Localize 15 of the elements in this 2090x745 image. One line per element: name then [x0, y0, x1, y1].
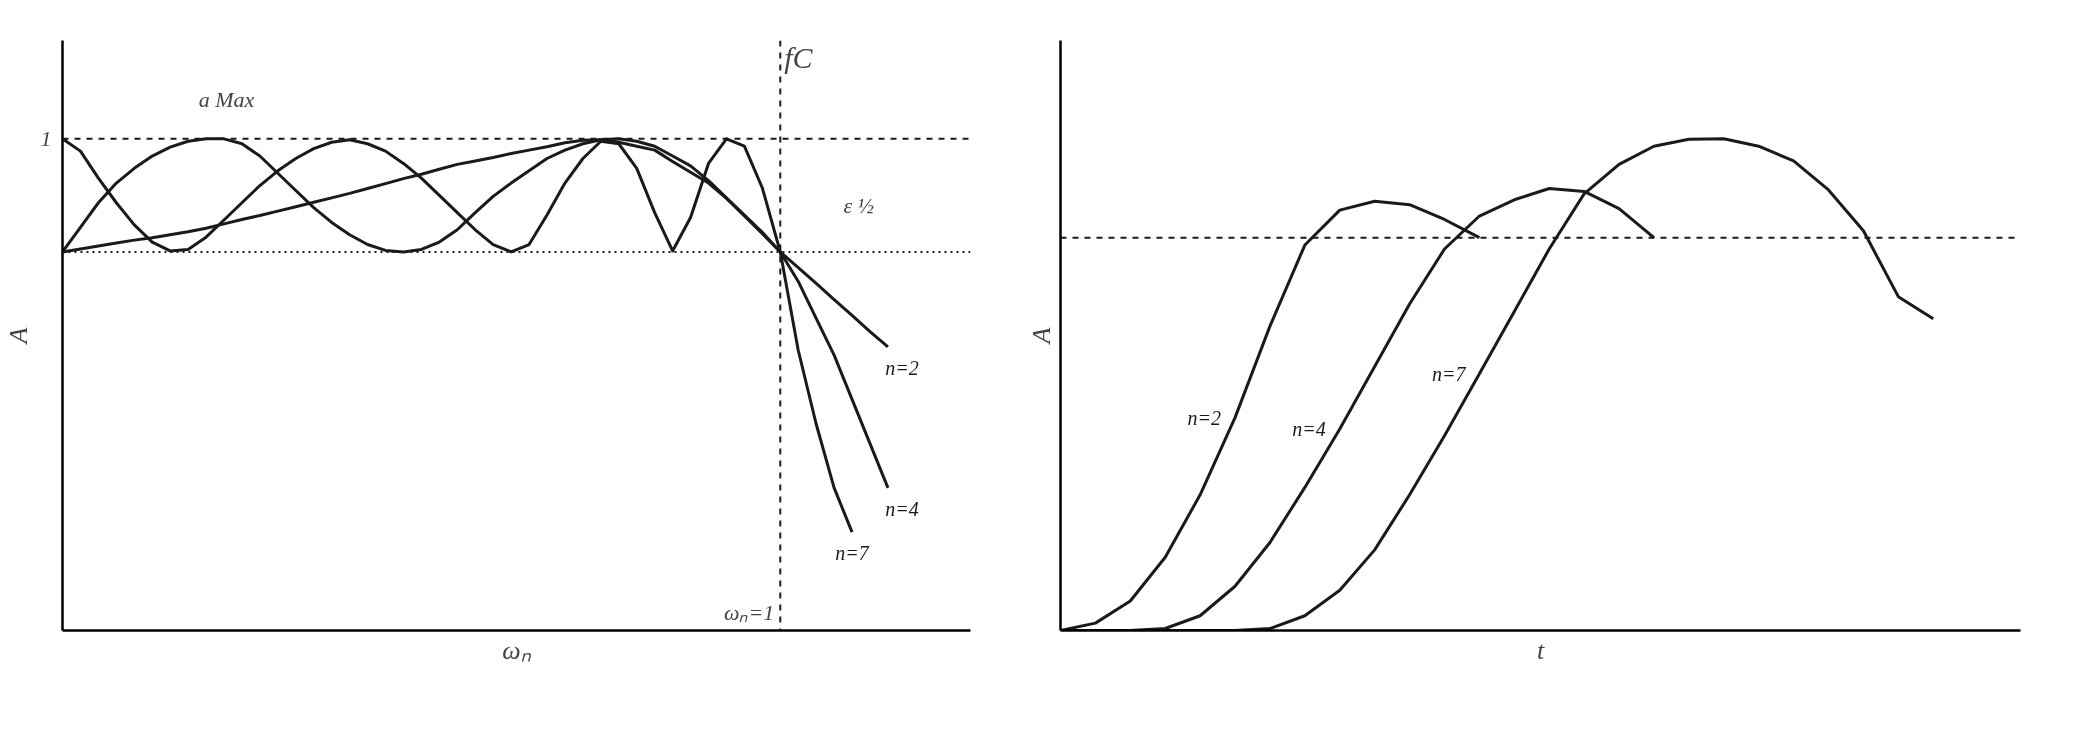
y-axis-title: A: [3, 327, 33, 346]
series-label: n=2: [1187, 406, 1222, 429]
x-axis-title: t: [1536, 635, 1545, 665]
x-axis-title: ωₙ: [502, 635, 532, 665]
text: a Max: [198, 87, 255, 112]
series-label: n=4: [1292, 417, 1326, 440]
series-label: n=2: [885, 356, 919, 379]
ref-line-label: 1: [40, 125, 52, 151]
annotation: ωₙ=1: [723, 599, 775, 625]
series-label: n=7: [1431, 362, 1467, 385]
annotation: ε ½: [843, 193, 875, 219]
series-label: n=4: [885, 497, 919, 520]
text: fC: [784, 40, 814, 74]
series-label: n=7: [835, 542, 870, 565]
y-axis-title: A: [1026, 327, 1056, 346]
